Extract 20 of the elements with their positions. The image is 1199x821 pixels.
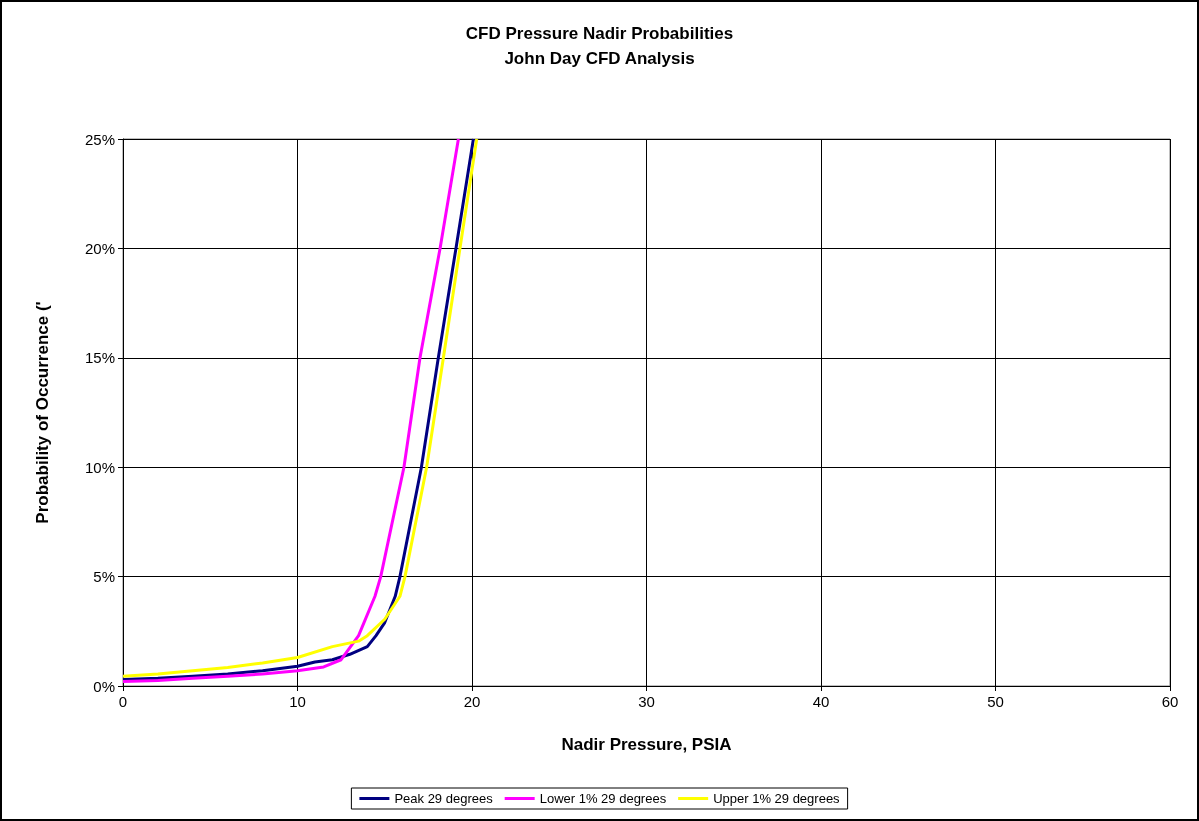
legend-label: Peak 29 degrees (394, 791, 494, 806)
y-tick-label: 15% (84, 349, 115, 367)
x-axis-title: Nadir Pressure, PSIA (561, 735, 732, 754)
legend-label: Upper 1% 29 degrees (713, 791, 841, 806)
x-tick-label: 0 (118, 693, 128, 710)
chart-title: CFD Pressure Nadir Probabilities (465, 24, 734, 43)
chart-subtitle: John Day CFD Analysis (504, 49, 695, 68)
y-tick-label: 5% (93, 568, 115, 586)
y-axis-title: Probability of Occurrence (' (33, 301, 52, 524)
x-tick-label: 10 (289, 693, 306, 710)
x-tick-label: 60 (1161, 693, 1179, 710)
y-tick-label: 20% (84, 239, 115, 257)
x-tick-label: 50 (987, 693, 1004, 710)
x-tick-label: 40 (812, 693, 830, 710)
y-tick-label: 25% (84, 130, 115, 148)
y-tick-label: 10% (84, 458, 115, 476)
x-tick-label: 20 (463, 693, 481, 710)
x-tick-label: 30 (638, 693, 655, 710)
legend-label: Lower 1% 29 degrees (539, 791, 667, 806)
y-tick-label: 0% (93, 677, 115, 695)
